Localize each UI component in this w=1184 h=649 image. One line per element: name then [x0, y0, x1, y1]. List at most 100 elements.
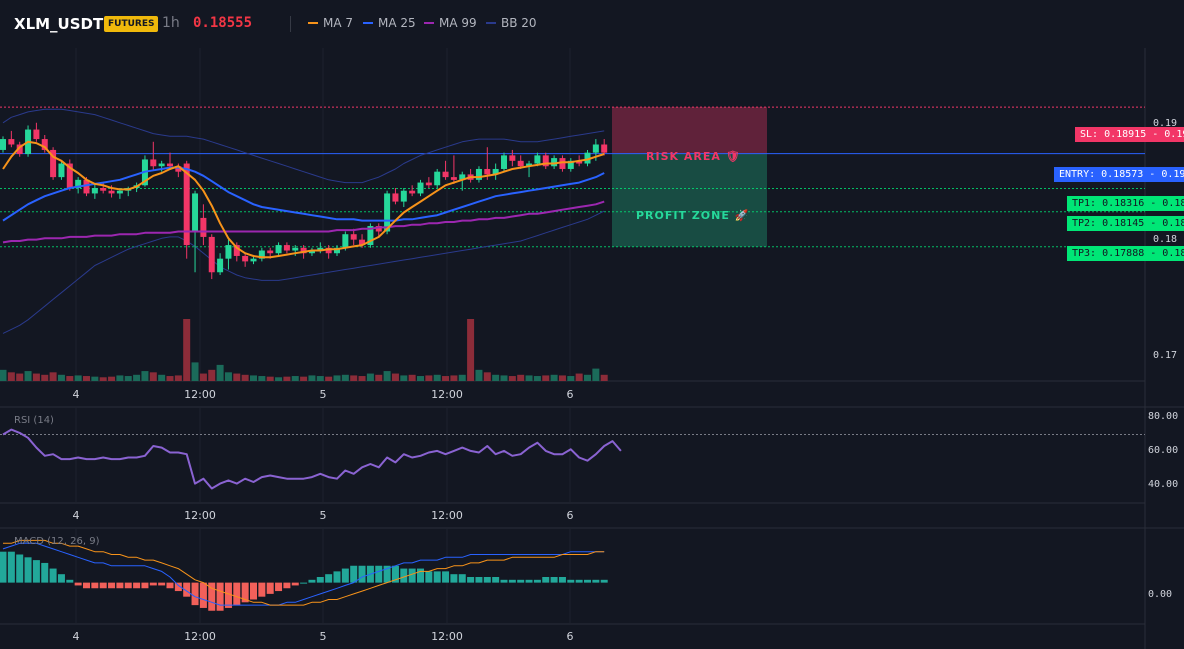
- volume-bar: [191, 362, 199, 381]
- macd-histogram-bar: [141, 582, 149, 589]
- macd-histogram-bar: [558, 577, 566, 583]
- volume-bar: [32, 373, 40, 381]
- volume-bar: [233, 373, 241, 381]
- volume-bar: [492, 374, 500, 381]
- macd-histogram-bar: [216, 582, 224, 611]
- volume-bar: [433, 374, 441, 381]
- tp1-price-tag: TP1: 0.18316 - 0.18: [1067, 196, 1184, 211]
- rsi-axis-label: 40.00: [1148, 479, 1179, 490]
- candle-body: [392, 193, 399, 202]
- macd-histogram-bar: [124, 582, 132, 589]
- volume-bar: [124, 376, 132, 381]
- macd-histogram-bar: [66, 579, 74, 583]
- legend-ma7-label: MA 7: [323, 16, 354, 30]
- candle-body: [484, 168, 491, 175]
- volume-bar: [558, 375, 566, 381]
- candle-body: [425, 182, 432, 186]
- time-axis-label: 5: [319, 388, 327, 401]
- volume-bar: [7, 372, 15, 381]
- macd-histogram-bar: [16, 554, 24, 583]
- legend-ma25[interactable]: MA 25: [363, 16, 416, 30]
- macd-histogram-bar: [7, 551, 15, 583]
- macd-histogram-bar: [91, 582, 99, 589]
- entry-price-tag: ENTRY: 0.18573 - 0.19: [1054, 167, 1184, 182]
- rsi-time-label: 12:00: [431, 509, 463, 522]
- volume-bar: [325, 376, 333, 381]
- volume-bar: [174, 375, 182, 381]
- candle-body: [250, 258, 257, 262]
- volume-bar: [400, 375, 408, 381]
- candle-body: [33, 129, 40, 140]
- macd-histogram-bar: [575, 579, 583, 583]
- candle-body: [242, 255, 249, 262]
- volume-bar: [241, 374, 249, 381]
- candle-body: [475, 168, 482, 180]
- volume-bar: [592, 368, 600, 381]
- volume-bar: [66, 376, 74, 381]
- macd-histogram-bar: [241, 582, 249, 603]
- volume-bar: [350, 375, 358, 381]
- risk-area-zone: [612, 107, 767, 154]
- candle-body: [592, 144, 599, 153]
- candle-body: [367, 226, 374, 246]
- volume-bar: [99, 377, 107, 381]
- candle-body: [267, 250, 274, 254]
- candle-body: [292, 247, 299, 251]
- volume-bar: [375, 374, 383, 381]
- candle-body: [317, 247, 324, 251]
- legend-bb20-swatch: [486, 21, 496, 24]
- macd-time-label: 12:00: [184, 630, 216, 643]
- timeframe-label[interactable]: 1h: [162, 15, 180, 31]
- candle-body: [108, 190, 115, 194]
- candle-body: [342, 234, 349, 248]
- macd-histogram-bar: [24, 557, 32, 583]
- volume-bar: [283, 376, 291, 381]
- volume-bar: [500, 375, 508, 381]
- macd-histogram-bar: [149, 582, 157, 586]
- legend-ma99[interactable]: MA 99: [424, 16, 477, 30]
- macd-histogram-bar: [375, 565, 383, 583]
- volume-bar: [91, 376, 99, 381]
- legend-bb20[interactable]: BB 20: [486, 16, 537, 30]
- legend-ma7[interactable]: MA 7: [308, 16, 353, 30]
- macd-histogram-bar: [333, 571, 341, 583]
- time-axis-label: 6: [566, 388, 574, 401]
- volume-bar: [358, 376, 366, 381]
- ma25-line: [2, 166, 605, 222]
- volume-bar: [567, 376, 575, 381]
- symbol-name[interactable]: XLM_USDT: [14, 15, 104, 33]
- volume-bar: [575, 373, 583, 381]
- candle-body: [409, 190, 416, 194]
- tp3-price-tag: TP3: 0.17888 - 0.18: [1067, 246, 1184, 261]
- macd-histogram-bar: [567, 579, 575, 583]
- macd-histogram-bar: [492, 577, 500, 583]
- macd-histogram-bar: [208, 582, 216, 611]
- volume-bar: [600, 374, 608, 381]
- ma99-line: [2, 200, 605, 244]
- volume-bar: [166, 376, 174, 381]
- volume-bar: [141, 371, 149, 381]
- volume-bar: [417, 376, 424, 381]
- macd-histogram-bar: [158, 582, 166, 586]
- volume-bar: [483, 372, 491, 381]
- macd-histogram-bar: [458, 574, 466, 583]
- macd-histogram-bar: [442, 571, 450, 583]
- candle-body: [116, 190, 123, 194]
- volume-bar: [533, 376, 541, 381]
- volume-bar: [525, 375, 533, 381]
- profit-zone-label: PROFIT ZONE 🚀: [636, 209, 750, 222]
- macd-histogram-bar: [183, 582, 191, 597]
- candle-body: [334, 247, 340, 254]
- legend-ma25-label: MA 25: [378, 16, 416, 30]
- legend-ma99-swatch: [424, 21, 434, 24]
- candle-body: [208, 236, 215, 273]
- candle-body: [175, 166, 182, 172]
- volume-bar: [341, 374, 349, 381]
- macd-histogram-bar: [83, 582, 90, 589]
- volume-bar: [266, 376, 274, 381]
- candle-body: [283, 245, 290, 251]
- profit-zone: [612, 153, 767, 247]
- rsi-time-label: 5: [319, 509, 327, 522]
- macd-histogram-bar: [174, 582, 182, 592]
